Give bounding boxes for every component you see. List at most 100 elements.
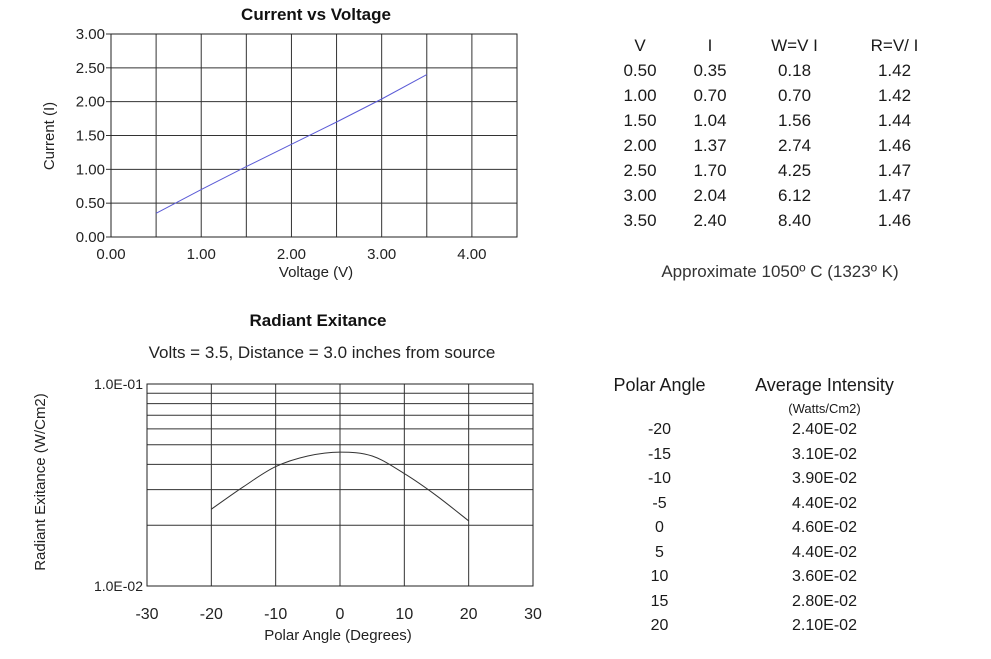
table-cell: 2.10E-02 bbox=[792, 617, 857, 635]
x-tick-label: -20 bbox=[200, 606, 223, 623]
table-cell: 1.37 bbox=[693, 135, 727, 155]
table-cell: 3.60E-02 bbox=[792, 568, 857, 586]
table-cell: 1.04 bbox=[693, 110, 727, 130]
intensity-table: Polar Angle Average Intensity (Watts/Cm2… bbox=[602, 372, 932, 639]
units-label: (Watts/Cm2) bbox=[788, 400, 861, 416]
x-tick-label: -10 bbox=[264, 606, 287, 623]
table-row: -10 3.90E-02 bbox=[602, 467, 932, 492]
iv-table: V I W=V I R=V/ I 0.50 0.35 0.18 1.42 1.00 0.7… bbox=[605, 33, 945, 233]
y-axis-label: Radiant Exitance (W/Cm2) bbox=[32, 393, 49, 571]
table-row: 0 4.60E-02 bbox=[602, 516, 932, 541]
chart-title: Radiant Exitance bbox=[250, 311, 387, 330]
table-cell: 2.50 bbox=[623, 160, 657, 180]
table-cell: 1.46 bbox=[877, 135, 912, 155]
table-cell: 0.70 bbox=[777, 85, 812, 105]
table-row: 0.50 0.35 0.18 1.42 bbox=[605, 58, 945, 83]
table-cell: 4.25 bbox=[777, 160, 812, 180]
table-cell: 1.44 bbox=[877, 110, 912, 130]
y-tick-label: 1.0E-01 bbox=[94, 376, 143, 392]
table-cell: 4.40E-02 bbox=[792, 543, 857, 561]
table-cell: -5 bbox=[652, 494, 667, 512]
table-cell: 4.40E-02 bbox=[792, 494, 857, 512]
header-polar-angle: Polar Angle bbox=[613, 374, 706, 395]
y-tick-label: 1.00 bbox=[76, 161, 105, 178]
y-tick-label: 1.0E-02 bbox=[94, 578, 143, 594]
table-cell: 10 bbox=[650, 568, 669, 586]
x-tick-label: 20 bbox=[460, 606, 478, 623]
table-cell: 1.47 bbox=[877, 185, 912, 205]
table-row: 10 3.60E-02 bbox=[602, 565, 932, 590]
units-row: (Watts/Cm2) bbox=[602, 398, 932, 418]
x-tick-label: 2.00 bbox=[277, 246, 306, 263]
table-cell: 8.40 bbox=[777, 210, 812, 230]
table-cell: -15 bbox=[647, 445, 672, 463]
table-cell: 0.50 bbox=[623, 60, 657, 80]
table-cell: 3.10E-02 bbox=[792, 445, 857, 463]
table-row: 20 2.10E-02 bbox=[602, 614, 932, 639]
table-cell: 1.47 bbox=[877, 160, 912, 180]
table-row: -15 3.10E-02 bbox=[602, 443, 932, 468]
table-cell: 3.00 bbox=[623, 185, 657, 205]
intensity-table-header: Polar Angle Average Intensity bbox=[602, 372, 932, 398]
table-cell: 0.35 bbox=[693, 60, 727, 80]
plot-frame bbox=[146, 383, 534, 587]
table-row: 1.50 1.04 1.56 1.44 bbox=[605, 108, 945, 133]
x-tick-label: -30 bbox=[135, 606, 158, 623]
table-cell: 1.70 bbox=[693, 160, 727, 180]
x-axis-label: Voltage (V) bbox=[279, 264, 353, 281]
x-tick-label: 4.00 bbox=[457, 246, 486, 263]
y-tick-label: 1.50 bbox=[76, 128, 105, 145]
current-voltage-chart: Current vs Voltage 0.00 0.50 1.00 1.50 2.00 2… bbox=[41, 5, 518, 281]
table-row: 5 4.40E-02 bbox=[602, 541, 932, 566]
y-axis-label: Current (I) bbox=[41, 102, 58, 170]
temperature-note: Approximate 1050º C (1323º K) bbox=[661, 262, 899, 281]
header-power: W=V I bbox=[771, 35, 818, 55]
table-cell: 1.42 bbox=[877, 85, 912, 105]
table-row: 3.00 2.04 6.12 1.47 bbox=[605, 183, 945, 208]
chart-title: Current vs Voltage bbox=[241, 5, 391, 24]
x-tick-label: 10 bbox=[395, 606, 413, 623]
iv-table-header: V I W=V I R=V/ I bbox=[605, 33, 945, 58]
table-cell: 4.60E-02 bbox=[792, 519, 857, 537]
series-line bbox=[155, 74, 428, 214]
table-cell: 1.50 bbox=[623, 110, 657, 130]
series-line bbox=[211, 451, 470, 522]
y-tick-label: 2.50 bbox=[76, 60, 105, 77]
x-axis-label: Polar Angle (Degrees) bbox=[264, 627, 412, 644]
table-cell: 1.42 bbox=[877, 60, 912, 80]
table-cell: 2.80E-02 bbox=[792, 592, 857, 610]
y-tick-label: 3.00 bbox=[76, 26, 105, 43]
table-row: 15 2.80E-02 bbox=[602, 590, 932, 615]
x-tick-label: 0.00 bbox=[96, 246, 125, 263]
header-voltage: V bbox=[634, 35, 646, 55]
y-tick-label: 2.00 bbox=[76, 94, 105, 111]
table-cell: 0.70 bbox=[693, 85, 727, 105]
table-cell: 1.00 bbox=[623, 85, 657, 105]
x-tick-label: 30 bbox=[524, 606, 542, 623]
x-tick-label: 3.00 bbox=[367, 246, 396, 263]
table-cell: 2.00 bbox=[623, 135, 657, 155]
table-cell: 5 bbox=[655, 543, 664, 561]
table-row: 2.50 1.70 4.25 1.47 bbox=[605, 158, 945, 183]
y-tick-label: 0.50 bbox=[76, 195, 105, 212]
table-row: 2.00 1.37 2.74 1.46 bbox=[605, 133, 945, 158]
table-row: -5 4.40E-02 bbox=[602, 492, 932, 517]
table-cell: 0.18 bbox=[777, 60, 812, 80]
table-cell: -10 bbox=[647, 470, 672, 488]
radiant-exitance-chart: Radiant Exitance Volts = 3.5, Distance =… bbox=[32, 311, 542, 644]
table-cell: 1.56 bbox=[777, 110, 812, 130]
plot-frame bbox=[110, 33, 518, 238]
table-cell: 2.40E-02 bbox=[792, 421, 857, 439]
table-row: -20 2.40E-02 bbox=[602, 418, 932, 443]
header-resistance: R=V/ I bbox=[870, 35, 919, 55]
table-cell: 2.74 bbox=[777, 135, 812, 155]
chart-subtitle: Volts = 3.5, Distance = 3.0 inches from … bbox=[149, 343, 496, 362]
y-tick-label: 0.00 bbox=[76, 229, 105, 246]
x-tick-label: 0 bbox=[336, 606, 345, 623]
table-row: 3.50 2.40 8.40 1.46 bbox=[605, 208, 945, 233]
table-row: 1.00 0.70 0.70 1.42 bbox=[605, 83, 945, 108]
table-cell: 3.90E-02 bbox=[792, 470, 857, 488]
header-current: I bbox=[707, 35, 713, 55]
table-cell: 15 bbox=[650, 592, 669, 610]
table-cell: 3.50 bbox=[623, 210, 657, 230]
